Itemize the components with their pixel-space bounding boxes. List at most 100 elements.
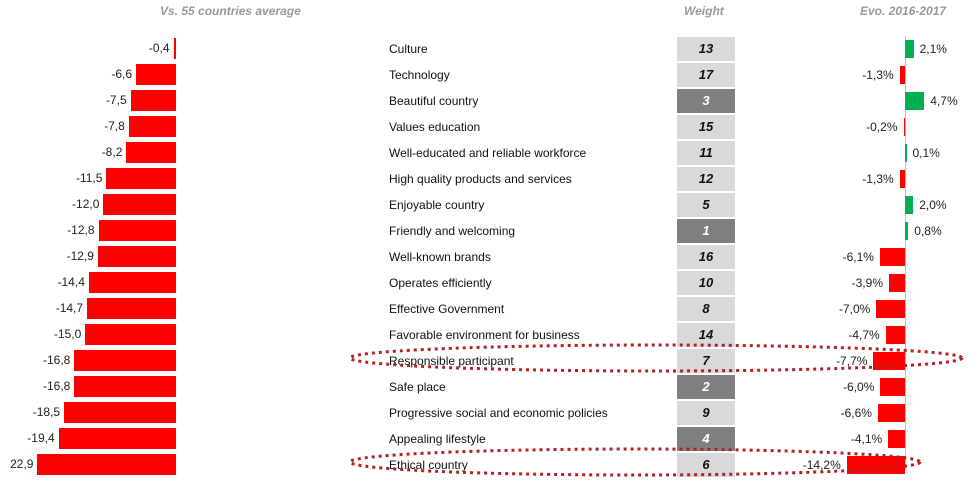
weight-box: 5 [677,193,735,217]
evo-value-label: -4,1% [850,432,883,446]
evo-bar [889,274,905,292]
vs-average-value-label: -7,5 [105,93,127,107]
weight-box: 12 [677,167,735,191]
evo-header: Evo. 2016-2017 [860,4,947,18]
attribute-label: Effective Government [389,302,505,316]
evo-value-label: 2,0% [919,198,947,212]
attribute-label: Well-known brands [389,250,491,264]
vs-average-bar [136,64,176,85]
weight-box: 10 [677,271,735,295]
evo-bar [903,118,905,136]
weight-box: 15 [677,115,735,139]
evo-bar [905,222,909,240]
vs-average-bar [64,402,176,423]
vs-average-bar [58,428,176,449]
evo-bar [905,144,907,162]
evo-bar [879,248,905,266]
vs-average-value-label: -12,9 [66,249,94,263]
evo-value-label: -3,9% [851,276,883,290]
vs-average-value-label: -18,5 [32,405,61,419]
evo-bar [880,378,905,396]
vs-average-value-label: -12,0 [72,197,100,211]
weight-box: 6 [677,453,735,477]
attribute-label: Technology [389,68,450,82]
vs-average-value-label: -11,5 [75,171,103,185]
vs-average-value-label: -16,8 [43,353,71,367]
evo-bar [899,66,905,84]
vs-average-value-label: 22,9 [10,457,34,471]
attribute-label: Ethical country [389,458,468,472]
vs-average-bar [106,168,176,189]
evo-value-label: -0,2% [866,120,898,134]
vs-average-value-label: -12,8 [67,223,95,237]
vs-average-value-label: -14,7 [55,301,84,315]
vs-average-bar [88,272,176,293]
attribute-label: Progressive social and economic policies [389,406,608,420]
evo-value-label: 2,1% [919,42,947,56]
vs-average-value-label: -6,6 [111,67,133,81]
attribute-label: Friendly and welcoming [389,224,516,238]
vs-average-bar [37,454,176,475]
vs-average-bar [126,142,176,163]
evo-value-label: -1,3% [862,172,894,186]
attribute-label: Culture [389,42,428,56]
weight-box: 8 [677,297,735,321]
evo-value-label: 0,1% [912,146,940,160]
evo-bar [846,456,905,474]
attribute-label: Well-educated and reliable workforce [389,146,587,160]
attribute-label: Favorable environment for business [389,328,580,342]
vs-average-value-label: -7,8 [104,119,125,133]
evo-bar [885,326,905,344]
weight-box: 1 [677,219,735,243]
evo-value-label: 0,8% [914,224,942,238]
vs-average-value-label: -16,8 [43,379,71,393]
attribute-label: Beautiful country [389,94,479,108]
weight-box: 9 [677,401,735,425]
evo-value-label: -1,3% [862,68,894,82]
vs-average-bar [103,194,176,215]
vs-average-bar [74,376,176,397]
attribute-label: Values education [389,120,481,134]
weight-box: 7 [677,349,735,373]
evo-value-label: -14,2% [802,458,841,472]
evo-bar [876,300,905,318]
vs-average-bar [128,116,176,137]
weight-box: 11 [677,141,735,165]
weight-box: 4 [677,427,735,451]
vs-average-value-label: -19,4 [27,431,55,445]
attribute-label: High quality products and services [389,172,572,186]
weight-box: 2 [677,375,735,399]
vs-average-value-label: -0,4 [148,41,170,55]
evo-zero-axis [905,36,906,470]
weight-box: 3 [677,89,735,113]
attribute-label: Responsible participant [389,354,514,368]
evo-value-label: -7,0% [838,302,871,316]
evo-bar [899,170,905,188]
evo-value-label: -7,7% [836,354,868,368]
weight-box: 14 [677,323,735,347]
vs-average-value-label: -14,4 [57,275,85,289]
evo-bar [888,430,905,448]
evo-bar [877,404,905,422]
weight-box: 13 [677,37,735,61]
evo-value-label: -6,6% [840,406,872,420]
evo-value-label: -6,0% [843,380,875,394]
vs-average-value-label: -15,0 [53,327,82,341]
vs-average-bar [173,38,176,59]
vs-average-bar [87,298,176,319]
evo-bar [905,196,914,214]
evo-bar [873,352,905,370]
attribute-label: Operates efficiently [389,276,492,290]
vs-average-bar [97,246,176,267]
evo-value-label: 4,7% [930,94,958,108]
weight-header: Weight [684,4,724,18]
evo-bar [905,92,925,110]
vs-average-bar [85,324,176,345]
attribute-label: Enjoyable country [389,198,485,212]
weight-box: 17 [677,63,735,87]
vs-average-header: Vs. 55 countries average [160,4,301,18]
vs-average-bar [130,90,176,111]
vs-average-bar [74,350,176,371]
weight-box: 16 [677,245,735,269]
